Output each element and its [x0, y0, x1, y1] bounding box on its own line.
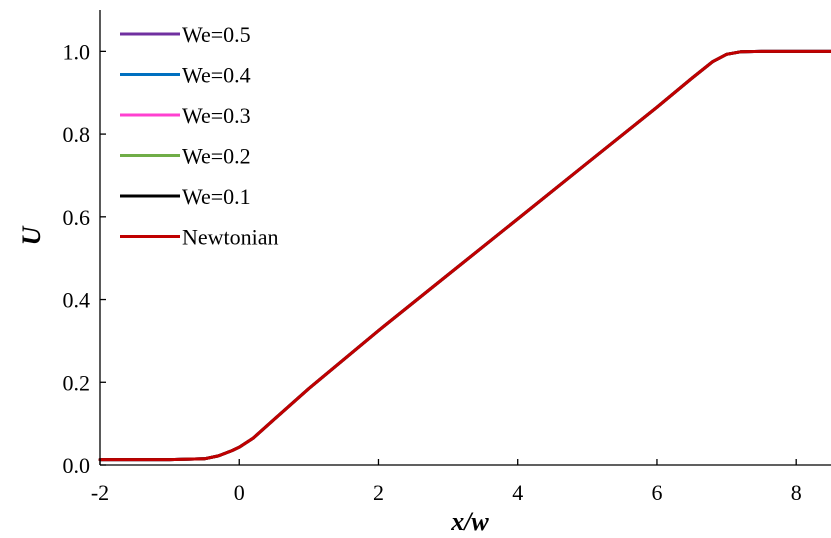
- y-axis-title: U: [17, 225, 46, 245]
- y-tick-label: 0.0: [63, 453, 91, 478]
- axes: [99, 10, 831, 466]
- legend-label-we-0-2: We=0.2: [182, 144, 251, 169]
- x-tick-label: 4: [512, 480, 523, 505]
- x-tick-label: 0: [234, 480, 245, 505]
- legend-label-we-0-1: We=0.1: [182, 184, 251, 209]
- tick-labels: 0.0 0.2 0.4 0.6 0.8 1.0 -2 0 2 4 6 8: [63, 39, 802, 505]
- x-tick-label: 6: [651, 480, 662, 505]
- x-tick-label: 8: [791, 480, 802, 505]
- y-tick-label: 0.2: [63, 370, 91, 395]
- series-line-newtonian: [98, 49, 831, 462]
- series-layer: [98, 49, 831, 462]
- x-tick-label: 2: [373, 480, 384, 505]
- legend: We=0.5 We=0.4 We=0.3 We=0.2 We=0.1 Newtonian: [120, 22, 279, 250]
- legend-label-we-0-5: We=0.5: [182, 22, 251, 47]
- legend-label-we-0-3: We=0.3: [182, 103, 251, 128]
- y-tick-label: 1.0: [63, 39, 91, 64]
- y-tick-label: 0.4: [63, 288, 91, 313]
- legend-label-we-0-4: We=0.4: [182, 63, 251, 88]
- x-axis-title: x/w: [450, 507, 489, 536]
- y-tick-label: 0.8: [63, 122, 91, 147]
- x-tick-label: -2: [91, 480, 109, 505]
- y-tick-label: 0.6: [63, 205, 91, 230]
- legend-label-newtonian: Newtonian: [182, 225, 279, 250]
